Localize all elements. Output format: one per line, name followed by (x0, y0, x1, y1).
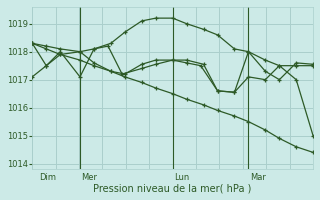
X-axis label: Pression niveau de la mer( hPa ): Pression niveau de la mer( hPa ) (93, 183, 252, 193)
Text: Lun: Lun (174, 173, 189, 182)
Text: Mer: Mer (81, 173, 97, 182)
Text: Mar: Mar (250, 173, 266, 182)
Text: Dim: Dim (39, 173, 56, 182)
